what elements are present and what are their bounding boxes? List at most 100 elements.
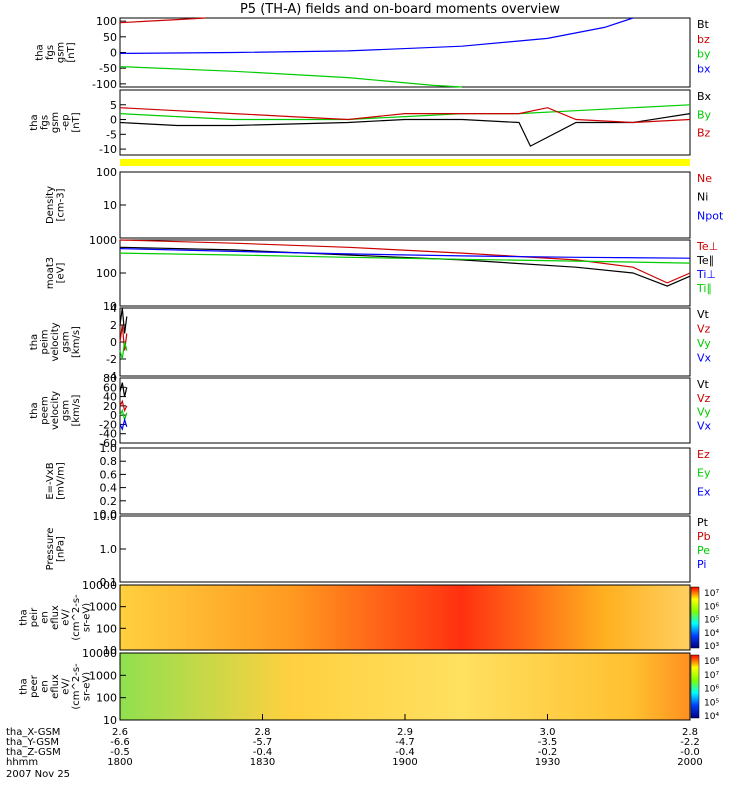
footer-value: 1900 — [392, 757, 417, 768]
y-axis-label: [nT] — [71, 112, 82, 132]
footer-ephemeris: tha_X-GSM 2.6 2.8 2.9 3.0 2.8 tha_Y-GSM -6.6 -5.… — [6, 714, 703, 780]
legend-entry: Vt — [697, 378, 710, 391]
series-Vy — [119, 341, 128, 360]
footer-value: 2.8 — [682, 727, 698, 738]
footer-value: 1800 — [107, 757, 132, 768]
y-tick-label: 100 — [96, 622, 117, 635]
legend-entry: Pi — [697, 558, 706, 571]
colorbar-tick-label: 10⁸ — [704, 657, 719, 667]
y-tick-label: -40 — [99, 428, 117, 441]
footer-value: -0.2 — [538, 747, 558, 758]
quality-flag-bar — [120, 159, 690, 166]
legend-entry: Vy — [697, 406, 711, 419]
legend-entry: Vz — [697, 323, 711, 336]
y-tick-label: 4 — [110, 302, 117, 315]
y-axis-label: [nPa] — [55, 536, 66, 562]
y-tick-label: 100 — [96, 166, 117, 179]
legend-entry: Pt — [697, 516, 709, 529]
footer-value: 1830 — [250, 757, 275, 768]
panel-frame — [119, 515, 691, 583]
footer-value: -3.5 — [538, 737, 558, 748]
legend-entry: Vz — [697, 392, 711, 405]
y-tick-label: -5 — [106, 128, 117, 141]
footer-value: -0.4 — [253, 747, 273, 758]
series-Ti_par — [119, 252, 691, 264]
panel-frame — [119, 307, 691, 377]
footer-row-label: tha_Z-GSM — [6, 747, 61, 758]
colorbar-tick-label: 10³ — [704, 642, 719, 652]
series-Bz — [119, 107, 691, 124]
legend-entry: bx — [697, 62, 711, 75]
colorbar-tick-label: 10⁷ — [704, 671, 719, 681]
series-Vy — [119, 408, 128, 423]
y-axis-label: gsm — [61, 331, 72, 352]
colorbar-tick-label: 10⁷ — [704, 589, 719, 599]
y-axis-label: Pressure — [45, 528, 56, 571]
footer-value: -4.7 — [395, 737, 415, 748]
legend-entry: Bz — [697, 127, 711, 140]
y-tick-label: 10 — [103, 644, 117, 657]
y-axis-label: -ep — [61, 114, 72, 130]
legend-entry: Bt — [697, 18, 710, 31]
legend-entry: Ti∥ — [696, 282, 712, 295]
y-tick-label: 10.0 — [93, 510, 118, 523]
y-tick-label: 40 — [103, 391, 117, 404]
footer-value: 2.6 — [112, 727, 128, 738]
y-tick-label: 10 — [103, 714, 117, 727]
y-axis-label: tha — [29, 114, 40, 130]
panel-4: 1000 100 10 moat3 [eV] Te⊥Te∥Ti⊥Ti∥ — [45, 234, 718, 313]
series-Vt — [119, 382, 128, 397]
y-tick-label: 1.0 — [100, 442, 118, 455]
footer-value: -5.7 — [253, 737, 273, 748]
y-tick-label: 100 — [96, 267, 117, 280]
y-axis-label: fgs — [40, 115, 51, 130]
series-Vz — [119, 399, 128, 413]
panel-frame — [119, 584, 691, 651]
legend-entry: Vx — [697, 352, 712, 365]
legend-entry: Ne — [697, 172, 712, 185]
legend-entry: by — [697, 48, 711, 61]
y-tick-label: 5 — [110, 99, 117, 112]
y-axis-label: eV/ — [61, 678, 72, 695]
colorbar-tick-label: 10⁶ — [704, 685, 719, 695]
y-axis-label: peem — [40, 396, 51, 424]
y-tick-label: 100 — [96, 15, 117, 28]
legend-entry: Ex — [697, 485, 711, 498]
y-tick-label: 1.0 — [100, 543, 118, 556]
footer-value: 2.9 — [397, 727, 413, 738]
footer-row-label: tha_X-GSM — [6, 727, 60, 738]
y-axis-label: [nT] — [66, 42, 77, 62]
footer-value: 2.8 — [255, 727, 271, 738]
y-tick-label: -50 — [99, 62, 117, 75]
series-Bx — [119, 113, 691, 147]
y-axis-label: en — [40, 611, 51, 624]
footer-value: -0.0 — [680, 747, 700, 758]
footer-value: -0.4 — [395, 747, 415, 758]
legend-entry: Vy — [697, 337, 711, 350]
legend-entry: Ni — [697, 191, 708, 204]
y-tick-label: -10 — [99, 143, 117, 156]
y-axis-label: tha — [29, 334, 40, 350]
date-label: 2007 Nov 25 — [6, 769, 70, 780]
y-tick-label: -20 — [99, 418, 117, 431]
legend-entry: By — [697, 108, 712, 121]
y-axis-label: sr-eV) — [82, 672, 93, 701]
y-tick-label: 20 — [103, 400, 117, 413]
y-axis-label: gsm — [61, 400, 72, 421]
y-axis-label: [km/s] — [71, 326, 82, 358]
legend-entry: Npot — [697, 209, 724, 222]
y-tick-label: 10000 — [82, 647, 117, 660]
y-tick-label: 0 — [110, 336, 117, 349]
footer-value: 3.0 — [540, 727, 556, 738]
y-axis-label: (cm^2-s- — [71, 594, 82, 641]
y-axis-label: E=-VxB — [45, 462, 56, 499]
y-axis-label: velocity — [50, 391, 61, 430]
footer-value: -6.6 — [110, 737, 130, 748]
y-axis-label: eflux — [50, 674, 61, 699]
y-tick-label: 0 — [110, 47, 117, 60]
